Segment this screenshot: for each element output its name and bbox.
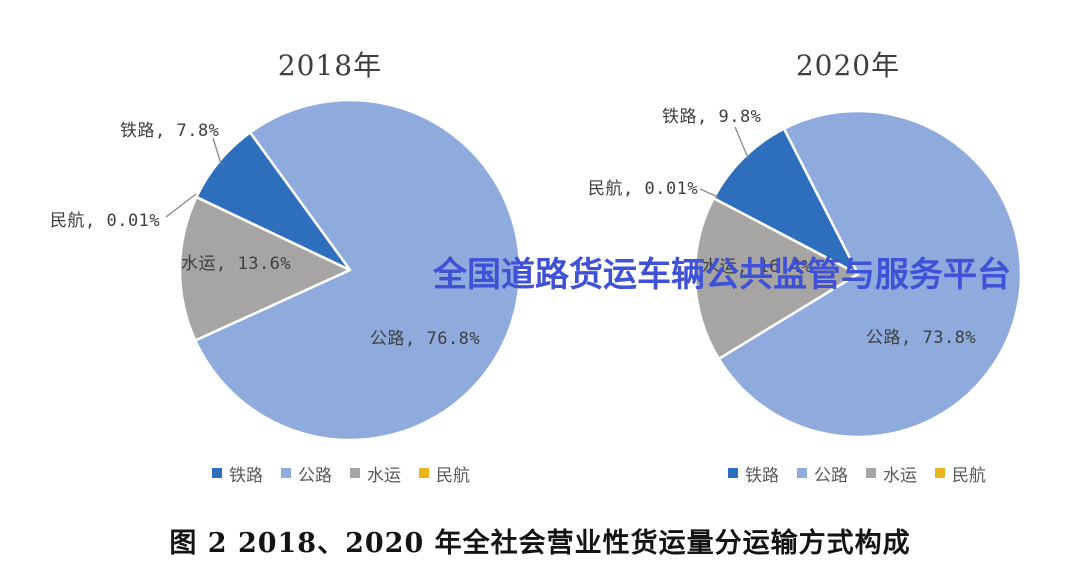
leader-line-aviation-2020 <box>699 188 719 198</box>
legend-label-railway: 铁路 <box>229 465 263 486</box>
slice-label-aviation-2020: 民航, 0.01% <box>588 179 699 199</box>
slice-label-water-2020: 水运, 16.4% <box>702 257 813 277</box>
legend-item-railway: 铁路 <box>728 461 779 486</box>
legend-item-road: 公路 <box>797 461 848 486</box>
leader-line-railway-2018 <box>212 137 222 165</box>
pie-slice-水运 <box>178 195 352 342</box>
chart-title-2020: 2020年 <box>795 49 901 82</box>
figure-caption: 图 2 2018、2020 年全社会营业性货运量分运输方式构成 <box>169 528 911 559</box>
legend-label-road: 公路 <box>298 465 332 486</box>
legend-swatch-railway <box>212 468 222 478</box>
legend-swatch-road <box>281 468 291 478</box>
slice-label-road-2018: 公路, 76.8% <box>370 329 481 349</box>
legend-2020: 铁路 公路 水运 民航 <box>728 461 986 486</box>
watermark-text: 全国道路货运车辆公共监管与服务平台 <box>433 255 1011 295</box>
legend-item-railway: 铁路 <box>212 461 263 486</box>
legend-label-water: 水运 <box>883 465 917 486</box>
legend-item-aviation: 民航 <box>935 461 986 486</box>
leader-line-railway-2020 <box>734 126 749 159</box>
legend-swatch-road <box>797 468 807 478</box>
pie-slice-公路 <box>717 109 1023 439</box>
pie-2018 <box>178 98 522 442</box>
legend-label-aviation: 民航 <box>436 465 470 486</box>
legend-label-water: 水运 <box>367 465 401 486</box>
pie-slice-水运 <box>693 197 860 361</box>
legend-label-aviation: 民航 <box>952 465 986 486</box>
legend-item-water: 水运 <box>866 461 917 486</box>
legend-swatch-water <box>866 468 876 478</box>
pie-slice-铁路 <box>195 131 352 272</box>
legend-2018: 铁路 公路 水运 民航 <box>212 461 470 486</box>
chart-title-2018: 2018年 <box>277 49 383 82</box>
slice-label-road-2020: 公路, 73.8% <box>866 328 977 348</box>
legend-swatch-water <box>350 468 360 478</box>
legend-item-road: 公路 <box>281 461 332 486</box>
slice-label-aviation-2018: 民航, 0.01% <box>50 211 161 231</box>
slice-label-railway-2018: 铁路, 7.8% <box>120 121 220 141</box>
legend-item-aviation: 民航 <box>419 461 470 486</box>
pie-2020 <box>693 109 1023 439</box>
slice-label-railway-2020: 铁路, 9.8% <box>662 107 762 127</box>
leader-line-aviation-2018 <box>165 193 197 218</box>
legend-label-railway: 铁路 <box>745 465 779 486</box>
slice-label-water-2018: 水运, 13.6% <box>181 254 292 274</box>
legend-item-water: 水运 <box>350 461 401 486</box>
pie-slice-公路 <box>194 98 522 442</box>
legend-swatch-aviation <box>935 468 945 478</box>
legend-label-road: 公路 <box>814 465 848 486</box>
legend-swatch-aviation <box>419 468 429 478</box>
legend-swatch-railway <box>728 468 738 478</box>
